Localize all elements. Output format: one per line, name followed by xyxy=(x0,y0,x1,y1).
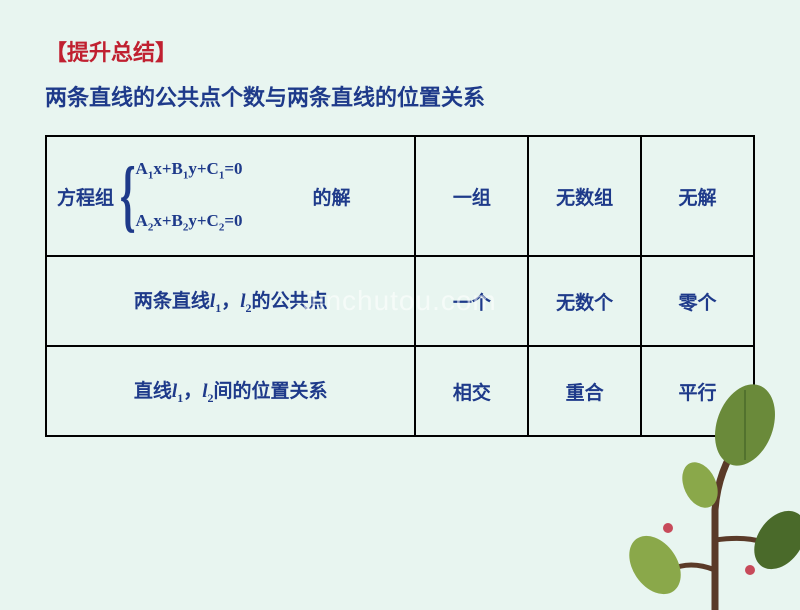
cell-r1-c1: 一组 xyxy=(415,136,528,256)
cell-r2-c3: 零个 xyxy=(641,256,754,346)
plant-decoration-icon xyxy=(600,370,800,610)
cell-r3-c1: 相交 xyxy=(415,346,528,436)
cell-r2-label: 两条直线l1，l2的公共点 xyxy=(46,256,415,346)
eq-prefix: 方程组 xyxy=(57,183,118,210)
table-row: 方程组 { A1x+B1y+C1=0 A2x+B2y+C2=0 的解 一组 无数… xyxy=(46,136,754,256)
cell-r1-c2: 无数组 xyxy=(528,136,641,256)
equation-1: A1x+B1y+C1=0 xyxy=(136,159,243,181)
cell-r1-c3: 无解 xyxy=(641,136,754,256)
cell-r2-c1: 一个 xyxy=(415,256,528,346)
heading-text: 【提升总结】 xyxy=(45,40,177,65)
subtitle-text: 两条直线的公共点个数与两条直线的位置关系 xyxy=(45,80,485,112)
brace-icon: { xyxy=(120,172,136,220)
equation-system-cell: 方程组 { A1x+B1y+C1=0 A2x+B2y+C2=0 的解 xyxy=(46,136,415,256)
cell-r2-c2: 无数个 xyxy=(528,256,641,346)
table-row: 两条直线l1，l2的公共点 一个 无数个 零个 xyxy=(46,256,754,346)
equation-lines: A1x+B1y+C1=0 A2x+B2y+C2=0 xyxy=(136,159,243,234)
equation-2: A2x+B2y+C2=0 xyxy=(136,211,243,233)
eq-suffix: 的解 xyxy=(313,183,351,210)
section-heading: 【提升总结】 xyxy=(45,35,177,67)
cell-r3-label: 直线l1，l2间的位置关系 xyxy=(46,346,415,436)
